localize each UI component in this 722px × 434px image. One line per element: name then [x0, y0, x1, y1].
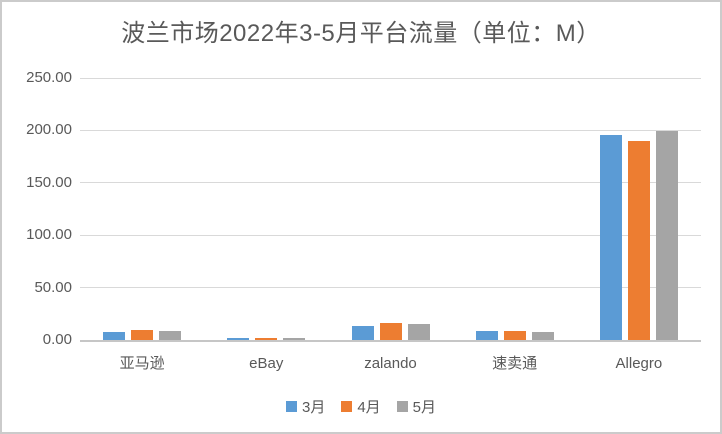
legend-label: 4月: [357, 399, 381, 416]
legend: 3月 4月 5月: [2, 396, 720, 417]
bar-亚马逊-3月: [103, 331, 126, 340]
y-tick-label: 0.00: [42, 331, 72, 348]
y-axis-labels: 0.00 50.00 100.00 150.00 200.00 250.00: [2, 69, 72, 348]
bar-zalando-4月: [379, 323, 402, 340]
bar-亚马逊-5月: [159, 330, 182, 340]
x-category-label: 速卖通: [492, 355, 538, 372]
x-axis-labels: 亚马逊 eBay zalando 速卖通 Allegro: [80, 352, 701, 376]
plot-area: [80, 77, 701, 342]
y-tick-label: 150.00: [26, 173, 72, 191]
legend-label: 5月: [412, 399, 437, 416]
x-category-label: eBay: [249, 355, 284, 372]
chart-title: 波兰市场2022年3-5月平台流量（单位：M）: [121, 20, 601, 47]
legend-swatch-icon: [285, 401, 297, 412]
legend-item: 4月: [341, 396, 381, 417]
bar-Allegro-4月: [627, 140, 650, 340]
legend-item: 5月: [396, 396, 437, 417]
bar-Allegro-5月: [655, 131, 678, 340]
x-category-label: 亚马逊: [119, 355, 165, 372]
bar-速卖通-4月: [503, 331, 526, 340]
bar-速卖通-3月: [475, 330, 498, 340]
legend-swatch-icon: [341, 401, 353, 412]
bar-zalando-3月: [351, 326, 374, 340]
y-tick-label: 250.00: [26, 69, 72, 86]
bar-eBay-3月: [227, 337, 250, 340]
gridline: [80, 182, 701, 184]
bar-Allegro-3月: [599, 134, 622, 340]
bar-亚马逊-4月: [131, 329, 154, 340]
gridline: [80, 234, 701, 236]
bar-zalando-5月: [407, 324, 430, 340]
gridline: [80, 287, 701, 289]
bar-速卖通-5月: [531, 331, 554, 340]
y-tick-label: 100.00: [26, 226, 72, 244]
y-tick-label: 200.00: [26, 121, 72, 139]
legend-swatch-icon: [396, 401, 408, 412]
x-category-label: Allegro: [615, 355, 663, 372]
x-category-label: zalando: [364, 355, 417, 372]
y-tick-label: 50.00: [34, 278, 72, 296]
bar-eBay-4月: [255, 338, 278, 340]
legend-item: 3月: [285, 396, 326, 417]
legend-label: 3月: [301, 399, 326, 416]
bar-eBay-5月: [283, 338, 306, 340]
gridline: [80, 129, 701, 131]
gridline: [80, 77, 701, 79]
